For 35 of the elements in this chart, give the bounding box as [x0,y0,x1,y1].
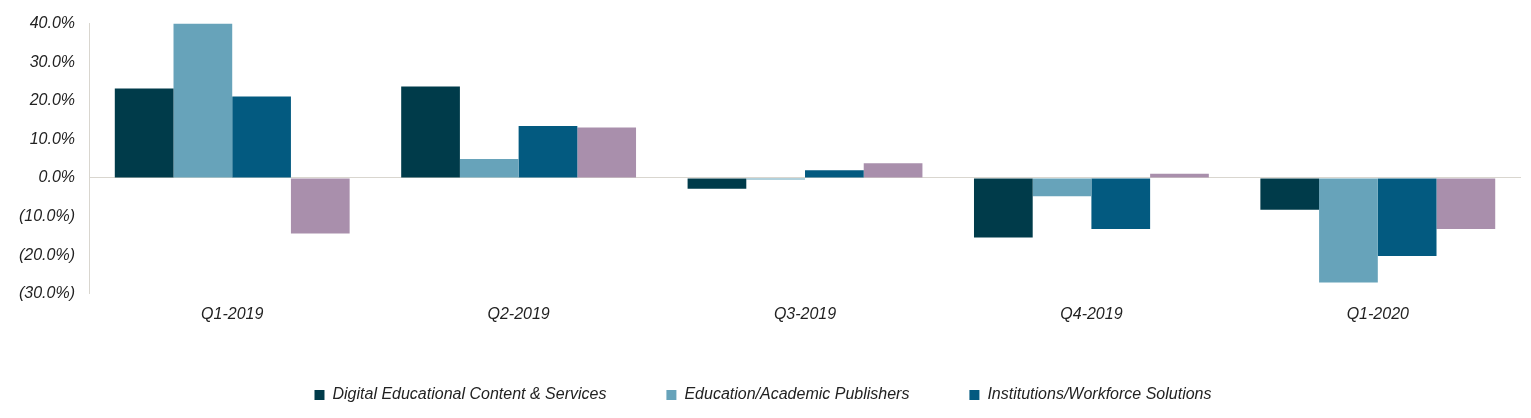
y-tick-label: 10.0% [29,129,76,147]
y-tick-label: 30.0% [29,52,76,70]
bar [1377,178,1437,256]
y-tick-label: (20.0%) [18,245,76,263]
x-tick-label: Q3-2019 [773,304,837,322]
legend-label: Institutions/Workforce Solutions [987,385,1212,403]
bar [1260,178,1320,210]
bar [232,96,291,178]
bar [114,88,174,178]
bar [290,178,350,234]
bar [518,125,578,178]
bar [1032,178,1092,197]
y-tick-label: 0.0% [38,168,76,186]
bar [401,86,460,178]
bar [863,163,923,178]
bar [577,127,637,178]
y-tick-label: (30.0%) [18,284,76,302]
y-tick-label: 20.0% [28,91,76,109]
bar [805,170,864,178]
x-tick-label: Q1-2020 [1346,304,1410,322]
x-tick-label: Q4-2019 [1060,304,1123,322]
bar [1150,173,1209,178]
y-tick-label: 40.0% [29,14,76,32]
bar [973,178,1033,238]
bar [459,159,519,178]
bar [173,23,233,178]
bar [1091,178,1151,229]
legend-label: Education/Academic Publishers [684,385,910,403]
x-tick-label: Q1-2019 [201,304,264,322]
bar [1436,178,1496,229]
x-tick-label: Q2-2019 [487,304,550,322]
y-tick-label: (10.0%) [18,207,76,225]
legend-label: Digital Educational Content & Services [332,385,607,403]
bar [687,178,747,189]
bar [1319,178,1378,283]
